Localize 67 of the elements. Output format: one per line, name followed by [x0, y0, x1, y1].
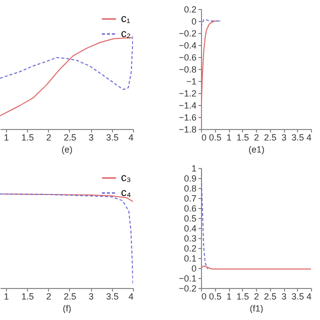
x-tick-label: 4: [306, 132, 312, 142]
x-axis-title: (f1): [250, 304, 264, 314]
x-tick-label: 0: [202, 292, 207, 302]
x-tick-label: 3.5: [106, 292, 119, 302]
y-tick-label: −0.2: [178, 28, 196, 38]
x-tick-label: 0.5: [208, 292, 222, 302]
x-tick-label: 1: [4, 132, 9, 142]
y-tick-label: 0.4: [184, 224, 196, 234]
y-tick-label: 0.1: [184, 254, 196, 264]
x-tick-label: 1.5: [236, 292, 250, 302]
x-tick-label: 1: [226, 132, 232, 142]
legend-label: c₄: [121, 187, 132, 199]
y-tick-label: 0.5: [184, 214, 196, 224]
y-tick-label: 0: [191, 16, 196, 26]
line-series: [201, 20, 221, 129]
x-tick-label: 3.5: [106, 132, 119, 142]
x-tick-label: 1.5: [21, 292, 34, 302]
x-tick-label: 2: [254, 292, 260, 302]
x-tick-label: 2: [46, 132, 52, 142]
x-tick-label: 2: [254, 132, 260, 142]
x-tick-label: 0.5: [208, 132, 222, 142]
y-tick-label: −0.8: [178, 64, 196, 74]
x-tick-label: 4: [306, 292, 312, 302]
x-tick-label: 2.5: [64, 132, 76, 142]
x-tick-label: 2: [46, 292, 52, 302]
x-tick-label: 3: [88, 132, 94, 142]
x-tick-label: 3: [281, 132, 287, 142]
y-tick-label: −1: [186, 76, 196, 86]
x-axis-title: (f): [62, 304, 72, 314]
legend-label: c₂: [121, 28, 131, 40]
y-tick-label: −1.2: [178, 88, 196, 98]
x-tick-label: 3.5: [291, 292, 304, 302]
line-series: [201, 168, 208, 270]
y-tick-label: 0.3: [184, 234, 196, 244]
x-tick-label: 2.5: [64, 292, 76, 302]
x-tick-label: 2.5: [264, 292, 277, 302]
x-tick-label: 1.5: [236, 132, 250, 142]
legend-label: c₁: [121, 13, 130, 25]
y-tick-label: 0.7: [184, 194, 196, 204]
x-tick-label: 1: [226, 292, 232, 302]
y-tick-label: −1.4: [178, 100, 196, 110]
y-tick-label: 0.6: [184, 204, 196, 214]
x-tick-label: 3.5: [291, 132, 304, 142]
y-tick-label: −1.6: [178, 112, 196, 122]
x-tick-label: 3: [281, 292, 287, 302]
y-tick-label: −0.1: [178, 274, 196, 284]
y-tick-label: 0.8: [184, 184, 196, 194]
y-tick-label: 0.2: [184, 244, 196, 254]
y-tick-label: −0.6: [178, 52, 196, 62]
line-series: [201, 19, 221, 28]
y-tick-label: 0.9: [184, 174, 196, 184]
x-tick-label: 2.5: [264, 132, 277, 142]
y-tick-label: 0.2: [184, 4, 196, 14]
x-tick-label: 1: [4, 292, 9, 302]
x-axis-title: (e): [62, 144, 72, 154]
y-tick-label: −1.8: [178, 124, 196, 134]
x-tick-label: 1.5: [21, 132, 34, 142]
x-tick-label: 0: [202, 132, 207, 142]
y-tick-label: −0.4: [178, 40, 196, 50]
legend-label: c₃: [121, 172, 131, 184]
x-axis-title: (e1): [248, 144, 265, 154]
y-tick-label: −0.2: [178, 284, 196, 294]
y-tick-label: 1: [191, 164, 196, 174]
x-tick-label: 3: [88, 292, 94, 302]
x-tick-label: 4: [128, 132, 134, 142]
y-tick-label: 0: [191, 264, 196, 274]
x-tick-label: 4: [128, 292, 134, 302]
